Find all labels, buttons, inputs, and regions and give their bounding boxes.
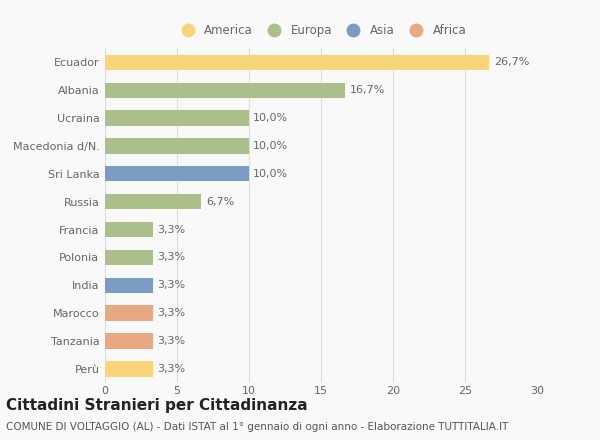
Bar [105,166,249,181]
Text: 10,0%: 10,0% [253,141,289,151]
Bar [105,278,152,293]
Bar [105,83,346,98]
Bar [105,110,249,126]
Text: 3,3%: 3,3% [157,364,185,374]
Text: 26,7%: 26,7% [494,57,529,67]
Text: 3,3%: 3,3% [157,280,185,290]
Bar [105,55,490,70]
Bar [105,361,152,377]
Bar [105,222,152,237]
Text: 3,3%: 3,3% [157,224,185,235]
Bar [105,250,152,265]
Text: 3,3%: 3,3% [157,336,185,346]
Text: 10,0%: 10,0% [253,169,289,179]
Legend: America, Europa, Asia, Africa: America, Europa, Asia, Africa [173,22,469,39]
Text: 3,3%: 3,3% [157,308,185,318]
Text: 3,3%: 3,3% [157,253,185,262]
Bar [105,138,249,154]
Text: Cittadini Stranieri per Cittadinanza: Cittadini Stranieri per Cittadinanza [6,398,308,413]
Bar [105,194,202,209]
Text: 16,7%: 16,7% [350,85,385,95]
Bar [105,334,152,348]
Text: COMUNE DI VOLTAGGIO (AL) - Dati ISTAT al 1° gennaio di ogni anno - Elaborazione : COMUNE DI VOLTAGGIO (AL) - Dati ISTAT al… [6,422,508,432]
Text: 10,0%: 10,0% [253,113,289,123]
Text: 6,7%: 6,7% [206,197,234,207]
Bar [105,305,152,321]
